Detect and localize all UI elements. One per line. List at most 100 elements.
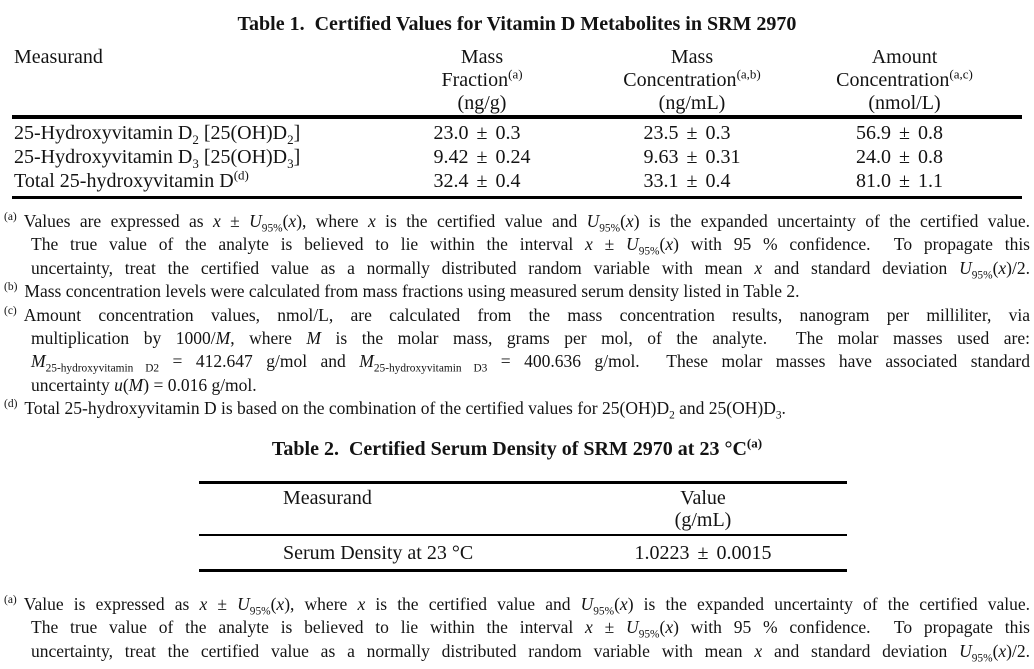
value-number: 1.0223: [634, 542, 690, 564]
plus-minus: ±: [899, 122, 910, 144]
table2-footnotes: (a) Value is expressed as x ± U95%(x), wh…: [4, 593, 1031, 665]
plus-minus: ±: [899, 146, 910, 168]
footnote-text: uncertainty u(M) = 0.016 g/mol.: [31, 374, 257, 395]
table1-header-row: Measurand Mass Fraction(a) (ng/g) Mass C…: [12, 44, 1022, 115]
plus-minus: ±: [476, 122, 488, 144]
table2: Measurand Value (g/mL) Serum Density at …: [199, 481, 847, 572]
footnote-marker: (d): [4, 398, 18, 411]
header-line: Concentration(a,c): [836, 66, 973, 91]
footnote-line: (b) Mass concentration levels were calcul…: [4, 280, 1030, 303]
footnote-text: Value is expressed as x ± U95%(x), where…: [23, 594, 1031, 618]
header-line: Fraction(a): [441, 66, 523, 91]
plus-minus: ±: [686, 122, 698, 144]
header-line: Mass: [670, 46, 714, 68]
table1-footnotes: (a) Values are expressed as x ± U95%(x), …: [4, 210, 1030, 421]
value-uncertainty: 0.3: [495, 122, 521, 144]
table-row-measurand: Serum Density at 23 °C: [283, 542, 474, 564]
footnote-text: M25-hydroxyvitamin D2 = 412.647 g/mol an…: [31, 351, 1030, 375]
footnote-marker: (a): [4, 211, 17, 224]
footnote-line: The true value of the analyte is believe…: [4, 233, 1030, 258]
footnote-line: multiplication by 1000/M, where M is the…: [4, 327, 1030, 350]
footnote-line: uncertainty, treat the certified value a…: [4, 257, 1030, 282]
footnote-a: (a) Values are expressed as x ± U95%(x), …: [4, 210, 1031, 282]
table2-bottom-rule: [199, 569, 847, 572]
table2-col-header-value: Value (g/mL): [559, 487, 847, 531]
footnote-text: Values are expressed as x ± U95%(x), whe…: [23, 211, 1031, 235]
plus-minus: ±: [697, 542, 709, 564]
table1-title: Table 1. Certified Values for Vitamin D …: [237, 13, 797, 35]
value-uncertainty: 0.31: [705, 146, 741, 168]
value-number: 23.5: [643, 122, 679, 144]
value-number: 23.0: [433, 122, 469, 144]
footnote-text: Mass concentration levels were calculate…: [24, 281, 800, 302]
value-uncertainty: 0.24: [495, 146, 531, 168]
table-row-measurand: Total 25-hydroxyvitamin D(d): [14, 167, 249, 192]
table2-col-header-measurand: Measurand: [199, 487, 559, 531]
footnote-c: (c) Amount concentration values, nmol/L, …: [4, 304, 1030, 398]
plus-minus: ±: [686, 146, 698, 168]
value-number: 81.0: [856, 170, 891, 192]
plus-minus: ±: [686, 170, 698, 192]
plus-minus: ±: [476, 146, 488, 168]
table1-col-header-mass-fraction: Mass Fraction(a) (ng/g): [367, 46, 597, 115]
footnote-text: The true value of the analyte is believe…: [31, 234, 1030, 258]
header-line: Mass: [460, 46, 504, 68]
table2-header-row: Measurand Value (g/mL): [199, 484, 847, 534]
plus-minus: ±: [476, 170, 488, 192]
header-line: (g/mL): [674, 509, 732, 531]
table1: Measurand Mass Fraction(a) (ng/g) Mass C…: [12, 44, 1022, 199]
table2-title: Table 2. Certified Serum Density of SRM …: [271, 435, 763, 460]
table1-bottom-rule: [12, 196, 1022, 199]
value-number: 9.63: [643, 146, 679, 168]
value-cell: 24.0 ±0.8: [787, 145, 1022, 169]
value-number: 32.4: [433, 170, 469, 192]
table1-header-rule: [12, 115, 1022, 119]
value-cell: 23.5 ±0.3: [597, 121, 787, 145]
value-cell: 1.0223 ±0.0015: [559, 542, 847, 564]
footnote-marker: (b): [4, 281, 18, 294]
table-row-measurand: 25-Hydroxyvitamin D2 [25(OH)D2]: [14, 122, 301, 147]
footnote-marker: (c): [4, 304, 17, 317]
footnote-line: (a) Value is expressed as x ± U95%(x), wh…: [4, 593, 1031, 618]
footnote-text: multiplication by 1000/M, where M is the…: [31, 328, 1030, 349]
value-cell: 81.0 ±1.1: [787, 169, 1022, 193]
value-cell: 33.1 ±0.4: [597, 169, 787, 193]
value-cell: 32.4 ±0.4: [367, 169, 597, 193]
footnote-line: uncertainty u(M) = 0.016 g/mol.: [4, 374, 1030, 397]
value-cell: 9.42 ±0.24: [367, 145, 597, 169]
footnote-d: (d) Total 25-hydroxyvitamin D is based on…: [4, 397, 1030, 422]
footnote-text: The true value of the analyte is believe…: [31, 617, 1030, 641]
value-uncertainty: 0.4: [705, 170, 731, 192]
footnote-line: (d) Total 25-hydroxyvitamin D is based on…: [4, 397, 1030, 422]
value-number: 24.0: [856, 146, 891, 168]
header-line: (ng/g): [457, 92, 507, 114]
table1-col-header-mass-concentration: Mass Concentration(a,b) (ng/mL): [597, 46, 787, 115]
footnote-text: Amount concentration values, nmol/L, are…: [23, 304, 1030, 325]
header-line: Value: [680, 487, 726, 509]
header-line: Concentration(a,b): [623, 66, 761, 91]
value-uncertainty: 0.8: [917, 146, 943, 168]
value-number: 33.1: [643, 170, 679, 192]
footnote-line: uncertainty, treat the certified value a…: [4, 640, 1030, 665]
table1-body: 25-Hydroxyvitamin D2 [25(OH)D2] 23.0 ±0.3…: [12, 119, 1022, 196]
value-cell: 56.9 ±0.8: [787, 121, 1022, 145]
header-line: Amount: [871, 46, 938, 68]
table2-top-rule: [199, 481, 847, 484]
footnote-line: M25-hydroxyvitamin D2 = 412.647 g/mol an…: [4, 350, 1030, 375]
footnote-text: uncertainty, treat the certified value a…: [31, 640, 1030, 665]
value-uncertainty: 0.4: [495, 170, 521, 192]
plus-minus: ±: [899, 170, 910, 192]
footnote-text: uncertainty, treat the certified value a…: [31, 257, 1030, 282]
value-uncertainty: 0.3: [705, 122, 731, 144]
header-line: (ng/mL): [658, 92, 726, 114]
footnote-text: Total 25-hydroxyvitamin D is based on th…: [24, 398, 786, 422]
table-row-measurand: 25-Hydroxyvitamin D3 [25(OH)D3]: [14, 146, 301, 171]
header-line: Measurand: [283, 487, 372, 509]
value-number: 9.42: [433, 146, 469, 168]
table1-col-header-measurand: Measurand: [12, 46, 367, 115]
footnote-b: (b) Mass concentration levels were calcul…: [4, 280, 1030, 303]
value-uncertainty: 0.0015: [716, 542, 772, 564]
value-cell: 23.0 ±0.3: [367, 121, 597, 145]
value-number: 56.9: [856, 122, 891, 144]
